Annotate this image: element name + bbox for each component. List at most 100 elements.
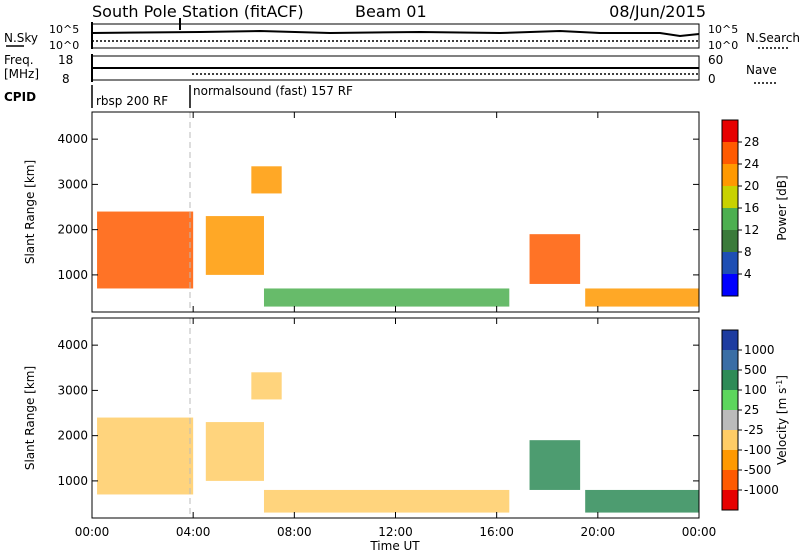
sky-tick-bottom: 10^0 <box>49 39 79 52</box>
search-tick-top: 10^5 <box>708 23 738 36</box>
search-label: N.Search <box>746 31 800 45</box>
velocity-colorbar-label-close: ] <box>775 375 789 380</box>
power-colorbar-label: Power [dB] <box>775 175 789 240</box>
velocity-echo-region-4 <box>529 440 581 490</box>
power-ylabel: Slant Range [km] <box>23 160 37 264</box>
velocity-echo-region-5 <box>585 489 699 513</box>
velocity-ylabel: Slant Range [km] <box>23 366 37 470</box>
power-colorbar-tick-3: 16 <box>744 201 759 215</box>
power-ytick-label-2: 3000 <box>57 177 88 191</box>
velocity-colorbar-cell-7 <box>722 350 738 370</box>
sky-tick-top: 10^5 <box>49 23 79 36</box>
time-tick-label-3: 12:00 <box>378 525 413 539</box>
velocity-colorbar: -1000 -500 -100 -25 25 100 500 1000 Velocity [m… <box>721 329 789 511</box>
station-title: South Pole Station (fitACF) <box>92 2 304 21</box>
time-axis-label: Time UT <box>369 539 420 553</box>
power-colorbar-tick-2: 12 <box>744 223 759 237</box>
power-colorbar-cell-1 <box>722 252 738 274</box>
power-ytick-label-3: 4000 <box>57 132 88 146</box>
time-tick-label-4: 16:00 <box>479 525 514 539</box>
power-echo-region-5 <box>585 288 699 307</box>
nave-tick-top: 60 <box>708 53 723 67</box>
sky-series-line <box>91 29 700 38</box>
velocity-colorbar-tick-2: -100 <box>744 443 771 457</box>
velocity-colorbar-cell-0 <box>722 490 738 510</box>
velocity-ytick-label-0: 1000 <box>57 474 88 488</box>
power-colorbar-tick-6: 28 <box>744 135 759 149</box>
velocity-colorbar-label: Velocity [m s-1] <box>775 375 789 465</box>
power-colorbar: 4 8 12 16 20 24 28 Power [dB] <box>721 119 789 297</box>
power-colorbar-cell-3 <box>722 208 738 230</box>
velocity-echo-region-0 <box>97 417 194 495</box>
velocity-ytick-label-2: 3000 <box>57 383 88 397</box>
power-y-ticks: 1000 2000 3000 4000 <box>57 132 699 282</box>
time-tick-label-2: 08:00 <box>277 525 312 539</box>
time-tick-label-6: 00:00 <box>682 525 717 539</box>
velocity-colorbar-ticks: -1000 -500 -100 -25 25 100 500 1000 <box>738 343 779 497</box>
power-echo-layer <box>97 166 699 307</box>
cpid-segment-1: rbsp 200 RF <box>96 94 168 108</box>
cpid-segment-2: normalsound (fast) 157 RF <box>193 84 353 98</box>
velocity-ytick-label-3: 4000 <box>57 338 88 352</box>
velocity-colorbar-cell-6 <box>722 370 738 390</box>
time-tick-label-0: 00:00 <box>75 525 110 539</box>
velocity-colorbar-cell-8 <box>722 330 738 350</box>
power-ytick-label-1: 2000 <box>57 223 88 237</box>
velocity-echo-region-3 <box>263 489 510 513</box>
power-x-ticks <box>91 112 700 312</box>
freq-tick-top: 18 <box>58 53 73 67</box>
power-ytick-label-0: 1000 <box>57 268 88 282</box>
sky-strip-frame <box>91 23 700 49</box>
sky-search-strip: N.Sky 10^5 10^0 10^5 10^0 N.Search <box>4 18 800 52</box>
velocity-colorbar-tick-1: -500 <box>744 463 771 477</box>
power-colorbar-cells <box>722 120 738 296</box>
power-colorbar-cell-4 <box>722 186 738 208</box>
velocity-colorbar-cells <box>722 330 738 510</box>
power-colorbar-cell-6 <box>722 142 738 164</box>
time-tick-label-1: 04:00 <box>176 525 211 539</box>
power-echo-region-2 <box>251 166 282 194</box>
power-colorbar-tick-0: 4 <box>744 267 752 281</box>
velocity-colorbar-cell-3 <box>722 430 738 450</box>
sky-label: N.Sky <box>4 31 38 45</box>
velocity-panel: 1000 2000 3000 4000 Slant Range [km] <box>23 317 700 519</box>
freq-tick-bottom: 8 <box>62 72 70 86</box>
velocity-colorbar-tick-0: -1000 <box>744 483 779 497</box>
freq-unit: [MHz] <box>4 67 39 81</box>
velocity-echo-layer <box>97 372 699 513</box>
power-echo-region-4 <box>529 234 581 284</box>
power-colorbar-ticks: 4 8 12 16 20 24 28 <box>738 135 759 281</box>
velocity-colorbar-tick-5: 100 <box>744 383 767 397</box>
velocity-colorbar-label-main: Velocity [m s <box>775 388 789 465</box>
velocity-colorbar-tick-7: 1000 <box>744 343 775 357</box>
velocity-x-ticks <box>91 318 700 518</box>
velocity-y-ticks: 1000 2000 3000 4000 <box>57 338 699 488</box>
power-echo-region-0 <box>97 211 194 289</box>
time-axis: 00:00 04:00 08:00 12:00 16:00 20:00 00:00 <box>75 525 717 539</box>
power-colorbar-cell-2 <box>722 230 738 252</box>
date-label: 08/Jun/2015 <box>609 2 706 21</box>
cpid-label: CPID <box>4 90 36 104</box>
velocity-ytick-label-1: 2000 <box>57 429 88 443</box>
velocity-colorbar-frame <box>721 329 739 511</box>
velocity-colorbar-tick-3: -25 <box>744 423 764 437</box>
cpid-strip: CPID rbsp 200 RF normalsound (fast) 157 … <box>4 84 353 108</box>
power-echo-region-3 <box>263 288 510 307</box>
velocity-colorbar-label-sup: -1 <box>775 380 784 388</box>
freq-nave-strip: Freq. [MHz] 18 8 60 0 Nave <box>4 53 777 86</box>
power-colorbar-tick-4: 20 <box>744 179 759 193</box>
velocity-colorbar-cell-4 <box>722 410 738 430</box>
power-colorbar-cell-0 <box>722 274 738 296</box>
velocity-colorbar-tick-4: 25 <box>744 403 759 417</box>
power-panel: 1000 2000 3000 4000 Slant Range [km] <box>23 111 700 313</box>
power-colorbar-tick-5: 24 <box>744 157 759 171</box>
time-tick-label-5: 20:00 <box>581 525 616 539</box>
power-echo-region-1 <box>205 216 264 275</box>
power-colorbar-cell-5 <box>722 164 738 186</box>
velocity-echo-region-2 <box>251 372 282 400</box>
velocity-colorbar-tick-6: 500 <box>744 363 767 377</box>
freq-label: Freq. <box>4 53 34 67</box>
power-colorbar-cell-7 <box>722 120 738 142</box>
velocity-colorbar-cell-5 <box>722 390 738 410</box>
